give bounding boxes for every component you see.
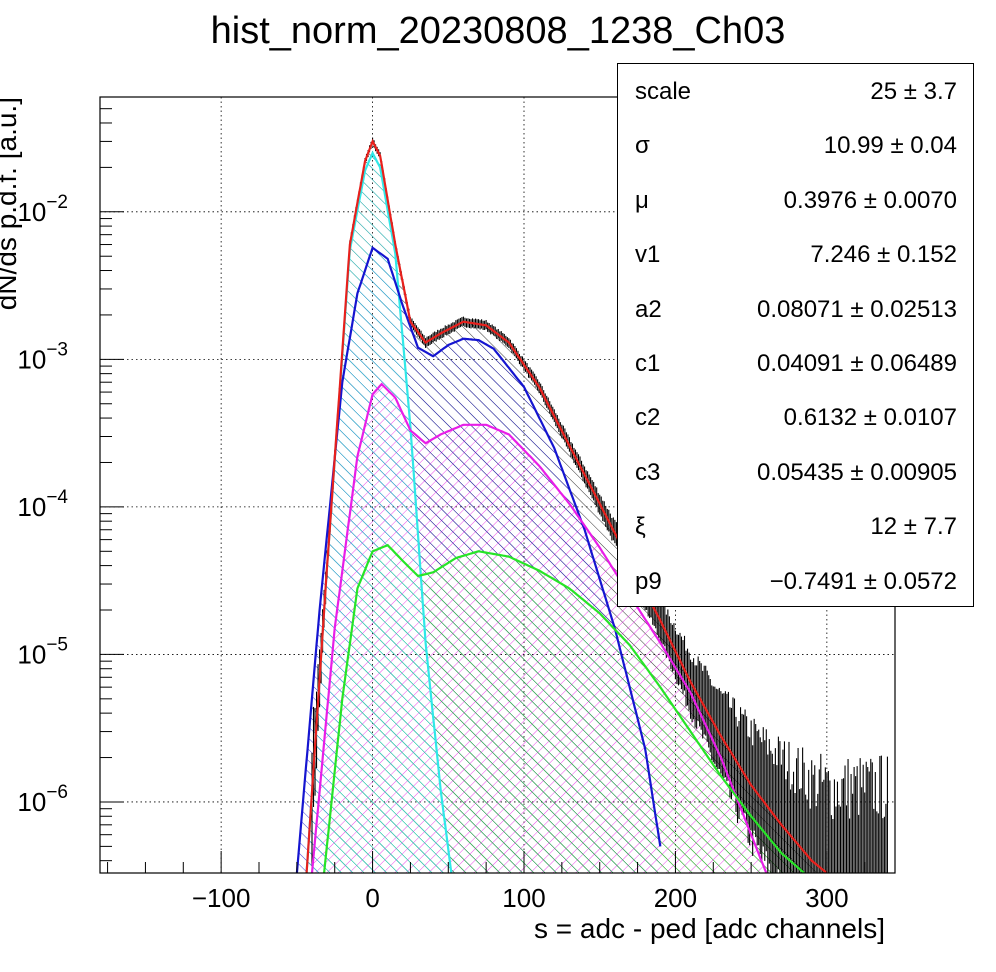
y-tick-label: 10−2 [17, 192, 68, 227]
stat-row: σ 10.99 ± 0.04 [618, 118, 973, 172]
stat-row: v1 7.246 ± 0.152 [618, 227, 973, 281]
stat-value: 0.08071 ± 0.02513 [756, 295, 957, 323]
fit-stats-box: scale 25 ± 3.7 σ 10.99 ± 0.04 μ 0.3976 ± 0.00… [617, 63, 974, 607]
x-axis-label: s = adc - ped [adc channels] [534, 913, 885, 944]
stat-name: c2 [635, 404, 661, 432]
stat-name: p9 [635, 567, 662, 595]
x-tick-label: 100 [502, 883, 545, 913]
stat-row: c1 0.04091 ± 0.06489 [618, 336, 973, 390]
stat-row: c2 0.6132 ± 0.0107 [618, 390, 973, 444]
x-tick-labels: −100 0 100 200 300 [192, 883, 849, 913]
stat-value: 0.05435 ± 0.00905 [756, 458, 957, 486]
stat-value: 7.246 ± 0.152 [810, 241, 957, 269]
stat-name: a2 [635, 295, 662, 323]
fill-3pe [324, 545, 805, 873]
stat-name: μ [635, 186, 649, 214]
stat-value: 25 ± 3.7 [870, 78, 957, 105]
stat-value: 0.6132 ± 0.0107 [783, 404, 957, 432]
stat-value: 0.04091 ± 0.06489 [756, 350, 957, 377]
stat-name: c1 [635, 350, 661, 377]
stat-row: μ 0.3976 ± 0.0070 [618, 173, 973, 227]
y-axis-label: dN/ds p.d.f. [a.u.] [0, 97, 22, 310]
stat-name: ξ [635, 513, 646, 541]
curve-3pe [323, 543, 805, 873]
stat-name: c3 [635, 458, 661, 486]
stat-row: c3 0.05435 ± 0.00905 [618, 445, 973, 499]
stat-value: −0.7491 ± 0.0572 [769, 567, 957, 595]
stat-value: 0.3976 ± 0.0070 [783, 186, 957, 214]
x-tick-label: 200 [654, 883, 697, 913]
fit-curves [295, 138, 828, 873]
y-tick-labels: 10−6 10−5 10−4 10−3 10−2 [17, 192, 68, 817]
axis-ticks [100, 96, 866, 873]
stat-value: 10.99 ± 0.04 [823, 132, 957, 160]
stat-value: 12 ± 7.7 [870, 513, 957, 541]
stat-name: scale [635, 78, 692, 105]
stat-row: scale 25 ± 3.7 [618, 64, 973, 118]
x-tick-label: 300 [805, 883, 848, 913]
y-tick-label: 10−3 [17, 339, 68, 374]
y-tick-label: 10−6 [17, 782, 68, 817]
curve-2pe [310, 382, 768, 873]
chart-title: hist_norm_20230808_1238_Ch03 [210, 10, 786, 52]
x-tick-label: 0 [365, 883, 379, 913]
curve-total [305, 138, 828, 873]
x-tick-label: −100 [192, 883, 251, 913]
stat-row: ξ 12 ± 7.7 [618, 499, 973, 553]
stat-name: v1 [635, 241, 661, 269]
curve-1pe [295, 246, 662, 873]
stat-name: σ [635, 132, 650, 160]
stat-row: p9 −0.7491 ± 0.0572 [618, 554, 973, 608]
y-tick-label: 10−4 [17, 487, 68, 522]
y-tick-label: 10−5 [17, 634, 68, 669]
stat-row: a2 0.08071 ± 0.02513 [618, 282, 973, 336]
